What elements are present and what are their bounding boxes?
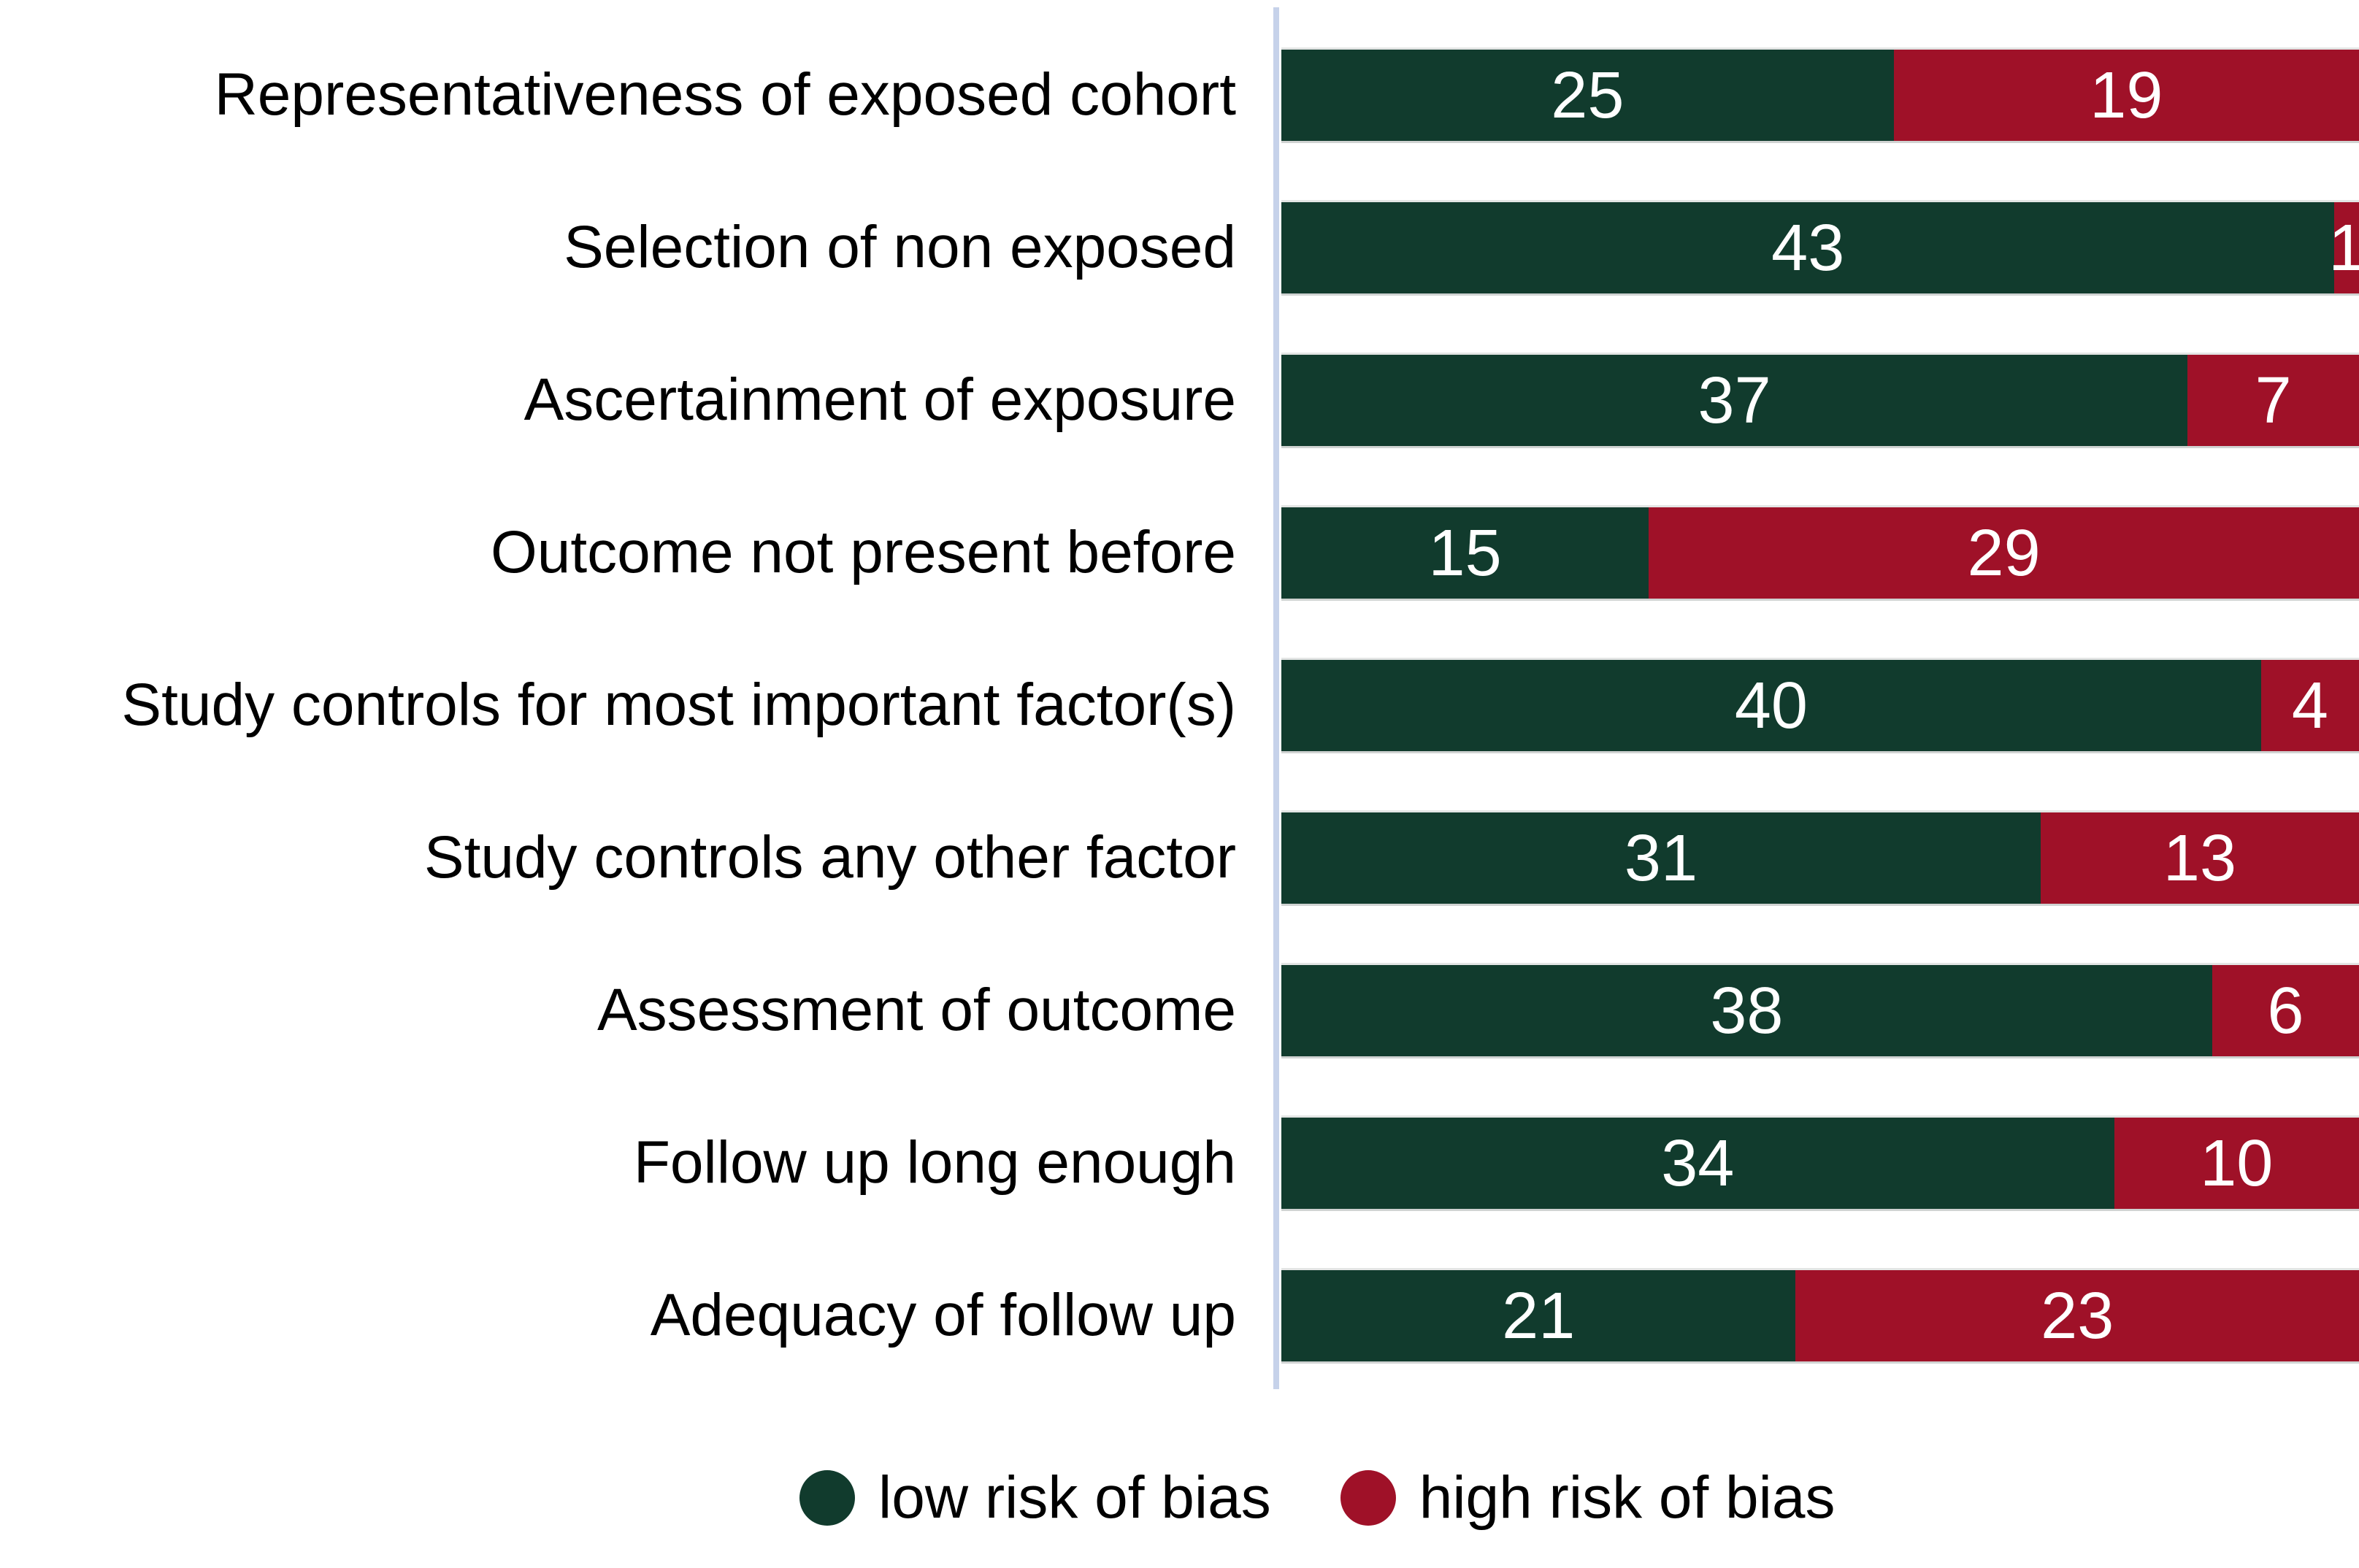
low-risk-value: 37 [1698, 364, 1771, 437]
legend-label-low-risk: low risk of bias [878, 1464, 1271, 1531]
stacked-bar: 21 23 [1281, 1270, 2359, 1361]
bar-row: Assessment of outcome 38 6 [0, 965, 2359, 1056]
high-risk-segment: 7 [2187, 355, 2359, 446]
stacked-bar: 34 10 [1281, 1118, 2359, 1209]
category-label: Assessment of outcome [597, 977, 1236, 1044]
bar-row: Follow up long enough 34 10 [0, 1118, 2359, 1209]
low-risk-value: 34 [1661, 1126, 1735, 1200]
category-label: Adequacy of follow up [650, 1282, 1236, 1349]
high-risk-value: 23 [2041, 1279, 2114, 1353]
bar-row: Outcome not present before 15 29 [0, 507, 2359, 599]
stacked-bar: 15 29 [1281, 507, 2359, 599]
legend: low risk of bias high risk of bias [799, 1461, 1835, 1534]
high-risk-value: 4 [2291, 669, 2328, 742]
high-risk-segment: 10 [2114, 1118, 2359, 1209]
low-risk-segment: 40 [1281, 660, 2261, 751]
low-risk-segment: 21 [1281, 1270, 1796, 1361]
high-risk-segment: 4 [2260, 660, 2359, 751]
low-risk-segment: 31 [1281, 812, 2041, 904]
low-risk-value: 40 [1734, 669, 1808, 742]
low-risk-segment: 43 [1281, 202, 2335, 293]
bar-row: Selection of non exposed 43 1 [0, 202, 2359, 293]
low-risk-segment: 34 [1281, 1118, 2114, 1209]
high-risk-value: 1 [2328, 211, 2359, 285]
low-risk-legend-marker-icon [799, 1470, 855, 1526]
y-axis-line [1273, 7, 1279, 1389]
stacked-bar: 38 6 [1281, 965, 2359, 1056]
low-risk-value: 21 [1502, 1279, 1576, 1353]
high-risk-legend-marker-icon [1340, 1470, 1396, 1526]
stacked-bar: 25 19 [1281, 50, 2359, 141]
low-risk-segment: 38 [1281, 965, 2212, 1056]
stacked-bar: 31 13 [1281, 812, 2359, 904]
category-label: Study controls any other factor [423, 824, 1236, 891]
low-risk-segment: 37 [1281, 355, 2188, 446]
high-risk-value: 29 [1967, 516, 2041, 590]
bar-row: Representativeness of exposed cohort 25 … [0, 50, 2359, 141]
bar-row: Adequacy of follow up 21 23 [0, 1270, 2359, 1361]
category-label: Study controls for most important factor… [121, 672, 1236, 739]
low-risk-segment: 15 [1281, 507, 1649, 599]
bar-row: Study controls any other factor 31 13 [0, 812, 2359, 904]
low-risk-value: 43 [1771, 211, 1845, 285]
stacked-bar: 43 1 [1281, 202, 2359, 293]
high-risk-segment: 13 [2040, 812, 2359, 904]
high-risk-segment: 19 [1893, 50, 2359, 141]
high-risk-value: 19 [2090, 58, 2163, 132]
high-risk-value: 10 [2200, 1126, 2274, 1200]
low-risk-value: 31 [1624, 821, 1698, 895]
category-label: Ascertainment of exposure [523, 366, 1236, 434]
high-risk-segment: 23 [1795, 1270, 2359, 1361]
stacked-bar: 40 4 [1281, 660, 2359, 751]
category-label: Representativeness of exposed cohort [214, 61, 1236, 128]
stacked-bar: 37 7 [1281, 355, 2359, 446]
high-risk-value: 7 [2255, 364, 2292, 437]
legend-label-high-risk: high risk of bias [1419, 1464, 1836, 1531]
legend-item-low-risk: low risk of bias [799, 1468, 1271, 1528]
bar-row: Ascertainment of exposure 37 7 [0, 355, 2359, 446]
low-risk-value: 38 [1710, 974, 1784, 1048]
low-risk-value: 25 [1551, 58, 1625, 132]
high-risk-segment: 29 [1649, 507, 2359, 599]
bar-row: Study controls for most important factor… [0, 660, 2359, 751]
high-risk-segment: 6 [2212, 965, 2359, 1056]
low-risk-value: 15 [1428, 516, 1502, 590]
legend-item-high-risk: high risk of bias [1340, 1464, 1836, 1531]
category-label: Selection of non exposed [564, 214, 1236, 281]
low-risk-segment: 25 [1281, 50, 1894, 141]
bars-area: Representativeness of exposed cohort 25 … [0, 50, 2359, 1361]
high-risk-value: 6 [2267, 974, 2304, 1048]
high-risk-segment: 1 [2328, 202, 2359, 293]
category-label: Outcome not present before [490, 519, 1236, 586]
category-label: Follow up long enough [633, 1129, 1236, 1196]
high-risk-value: 13 [2163, 821, 2236, 895]
